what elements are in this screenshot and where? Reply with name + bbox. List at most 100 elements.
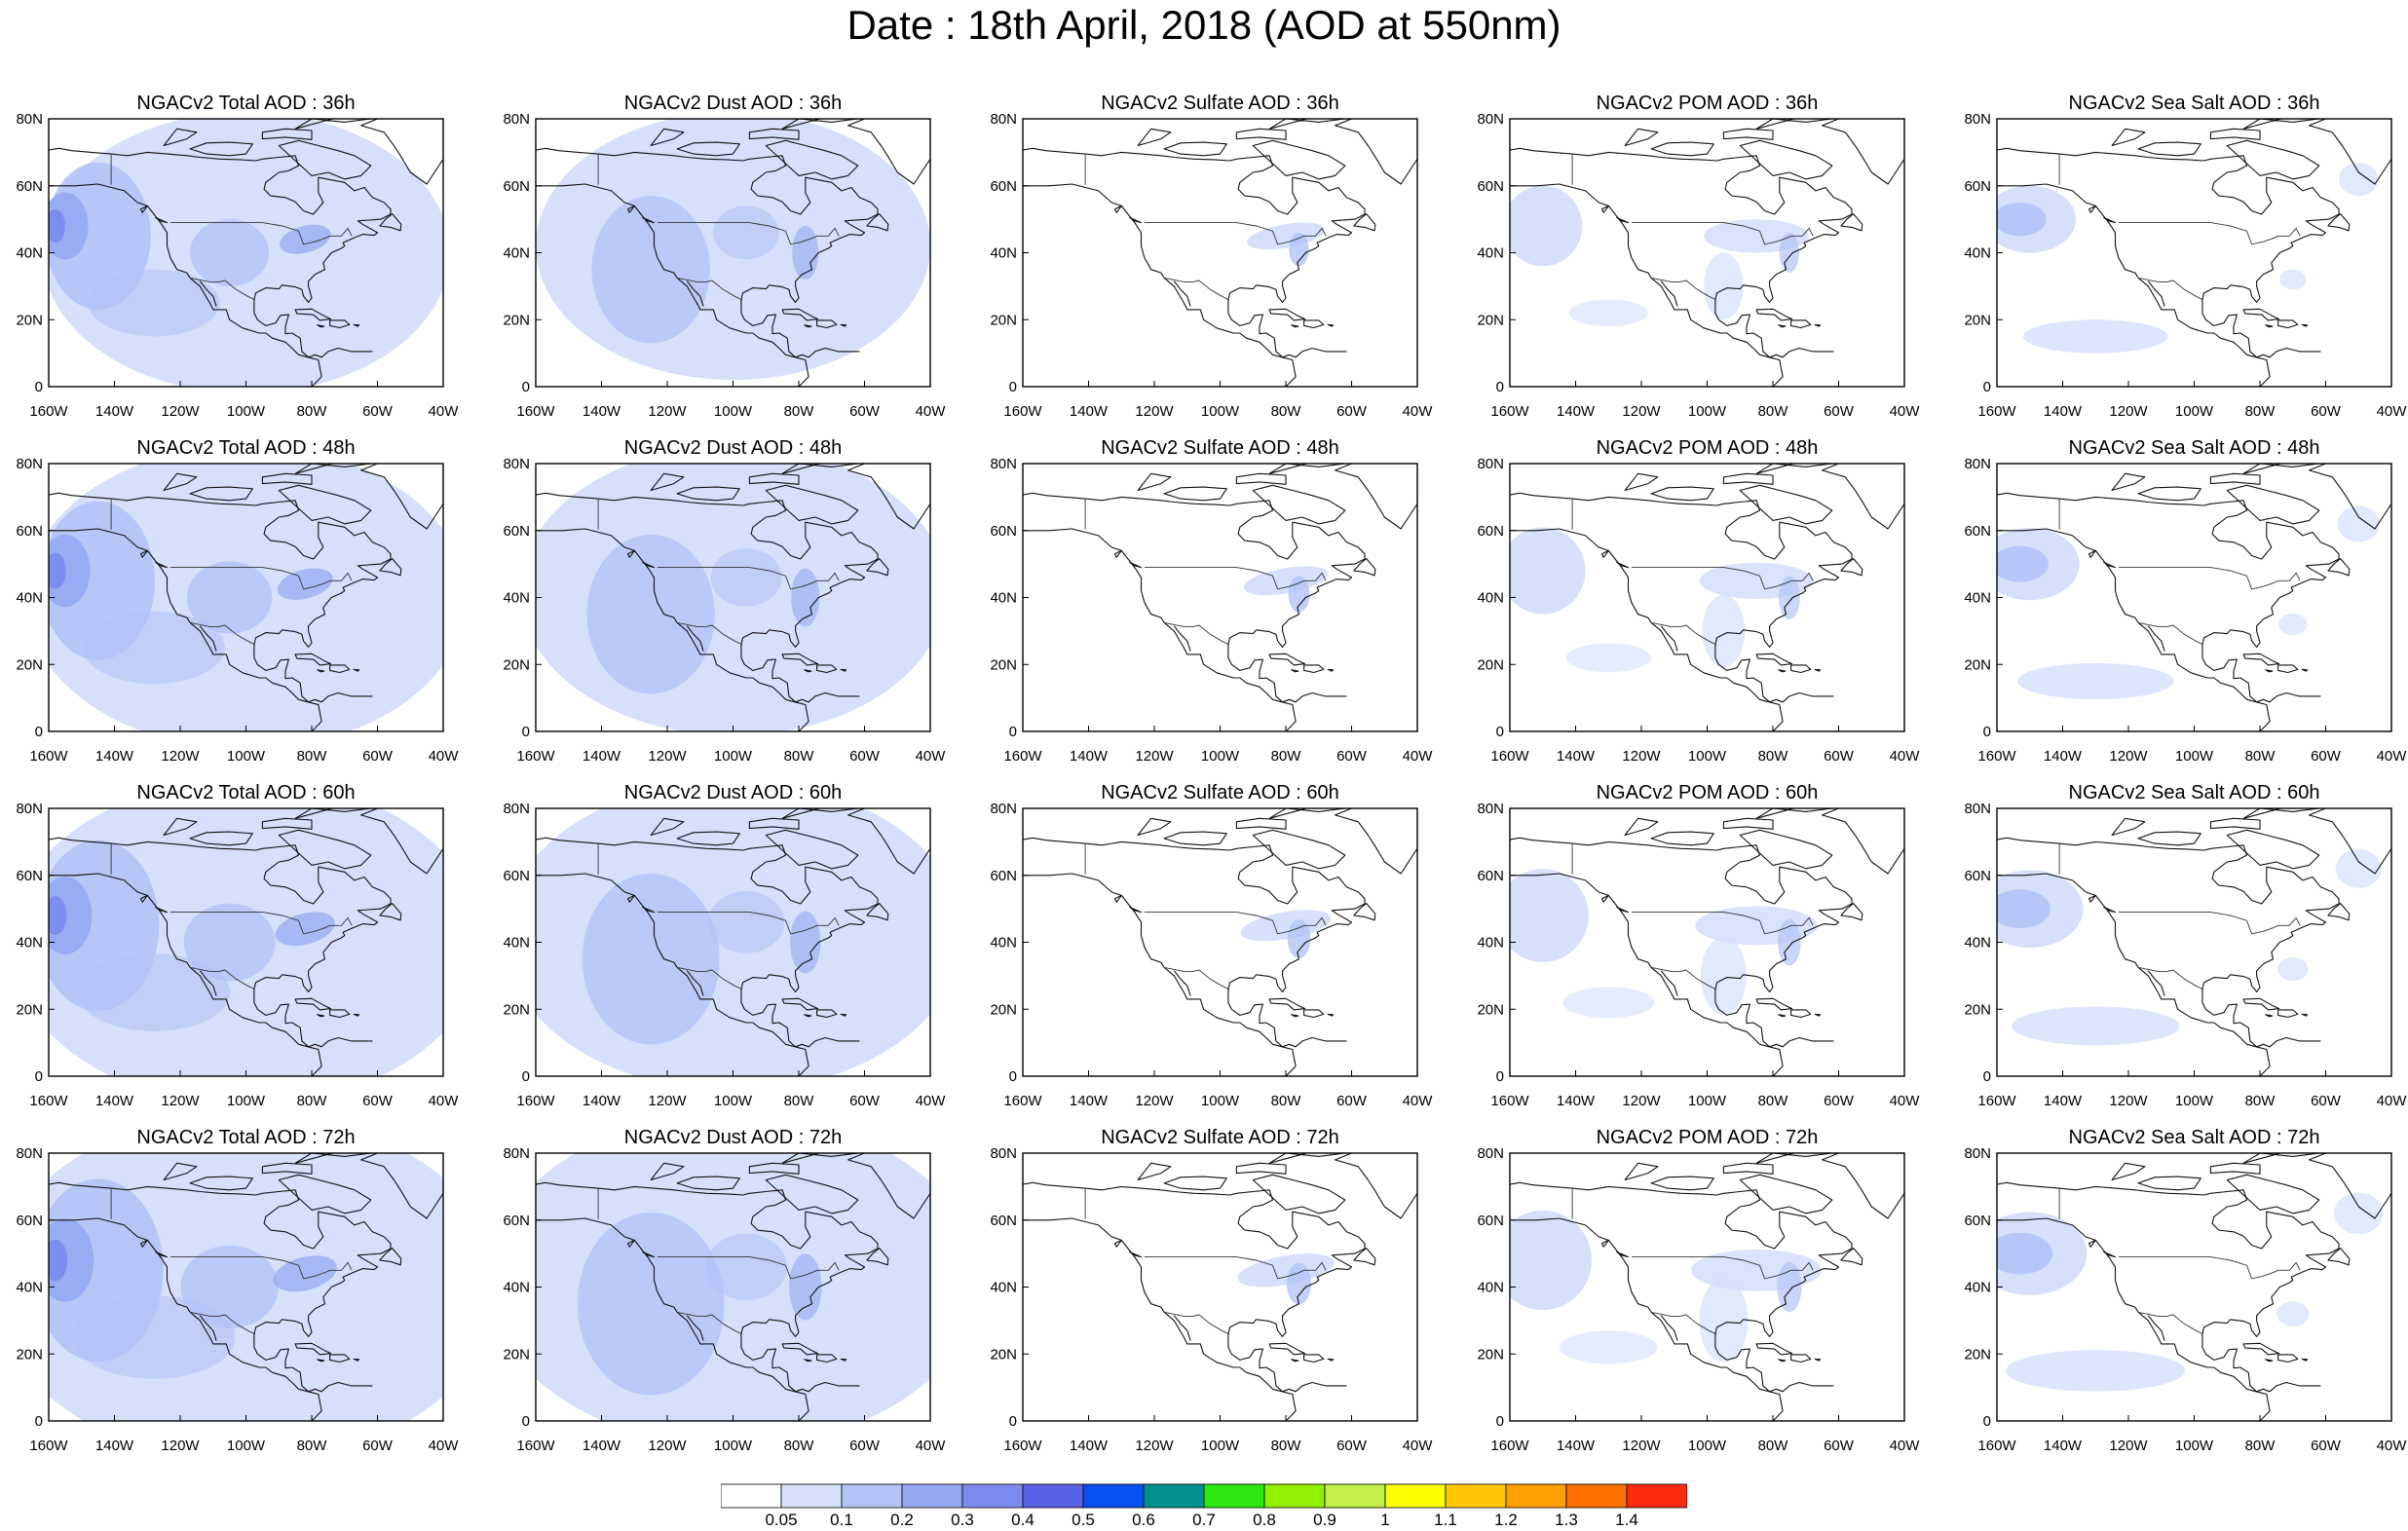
lat-tick-label: 0 — [1983, 724, 1991, 740]
lon-tick-label: 140W — [583, 1438, 621, 1454]
country-border — [189, 277, 256, 301]
colorbar-label: 0.1 — [830, 1511, 853, 1527]
lon-tick-label: 140W — [2044, 403, 2083, 420]
lon-tick-label: 40W — [1890, 403, 1921, 420]
lon-tick-label: 140W — [95, 1438, 134, 1454]
lat-tick-label: 40N — [503, 590, 530, 607]
country-border — [1631, 1256, 1814, 1280]
lon-tick-label: 140W — [2044, 748, 2083, 765]
lon-tick-label: 100W — [2175, 403, 2214, 420]
lat-tick-label: 20N — [503, 1001, 530, 1018]
lat-tick-label: 20N — [990, 656, 1017, 673]
lat-tick-label: 60N — [1964, 523, 1991, 540]
lon-tick-label: 160W — [1003, 748, 1042, 765]
country-border — [676, 277, 743, 301]
panel-title: NGACv2 Total AOD : 72h — [136, 1127, 355, 1148]
lon-tick-label: 120W — [2109, 403, 2148, 420]
lon-tick-label: 80W — [2245, 748, 2276, 765]
lat-tick-label: 80N — [1477, 801, 1504, 817]
lon-tick-label: 140W — [95, 1093, 134, 1109]
lon-tick-label: 120W — [648, 748, 687, 765]
lon-tick-label: 40W — [429, 403, 460, 420]
lat-tick-label: 80N — [990, 801, 1017, 817]
lon-tick-label: 160W — [1977, 1438, 2016, 1454]
coastline — [1510, 464, 1904, 731]
colorbar-swatch — [1082, 1483, 1145, 1509]
lon-tick-label: 120W — [161, 403, 200, 420]
lon-tick-label: 80W — [1271, 748, 1302, 765]
lon-tick-label: 80W — [297, 1093, 328, 1109]
lon-tick-label: 100W — [714, 403, 753, 420]
country-border — [657, 1256, 840, 1280]
lon-tick-label: 100W — [1688, 748, 1727, 765]
lat-tick-label: 40N — [1477, 590, 1504, 607]
lat-tick-label: 20N — [16, 1346, 43, 1363]
lon-tick-label: 120W — [2109, 748, 2148, 765]
lat-tick-label: 60N — [16, 178, 43, 195]
lat-tick-label: 40N — [16, 590, 43, 607]
colorbar-swatch — [780, 1483, 843, 1509]
lon-tick-label: 100W — [2175, 1438, 2214, 1454]
map-panel: NGACv2 Dust AOD : 60h 0 20N 40N 60N 80N 160W 14… — [503, 782, 946, 1109]
country-border — [657, 912, 840, 935]
lon-tick-label: 120W — [1622, 403, 1661, 420]
lon-tick-label: 160W — [29, 1093, 68, 1109]
colorbar-label: 1.2 — [1494, 1511, 1518, 1527]
lon-tick-label: 140W — [1557, 403, 1596, 420]
lon-tick-label: 40W — [1890, 1438, 1921, 1454]
coastline — [1510, 119, 1904, 387]
lon-tick-label: 80W — [784, 748, 815, 765]
lon-tick-label: 60W — [362, 1093, 394, 1109]
lon-tick-label: 160W — [1977, 748, 2016, 765]
panel-title: NGACv2 POM AOD : 60h — [1597, 782, 1819, 803]
panel-title: NGACv2 Sulfate AOD : 48h — [1101, 437, 1339, 459]
colorbar-swatch — [841, 1483, 903, 1509]
lon-tick-label: 60W — [1824, 403, 1855, 420]
lon-tick-label: 100W — [227, 403, 266, 420]
lat-tick-label: 40N — [16, 245, 43, 262]
lat-tick-label: 60N — [1477, 1213, 1504, 1229]
lat-tick-label: 80N — [16, 1145, 43, 1162]
country-border — [1650, 1311, 1717, 1335]
lat-tick-label: 0 — [1496, 379, 1504, 395]
colorbar-swatch — [1505, 1483, 1567, 1509]
country-border — [1650, 277, 1717, 301]
colorbar: 0.05 0.1 0.2 0.3 0.4 0.5 0.6 0.7 0.8 0.9 1 1.1 1.2 1.… — [721, 1483, 1687, 1527]
panel-title: NGACv2 Dust AOD : 48h — [624, 437, 842, 459]
lat-tick-label: 0 — [35, 724, 43, 740]
lon-tick-label: 100W — [1688, 403, 1727, 420]
lat-tick-label: 0 — [1496, 1413, 1504, 1430]
lon-tick-label: 80W — [1758, 748, 1789, 765]
lon-tick-label: 40W — [429, 1093, 460, 1109]
lon-tick-label: 60W — [2311, 403, 2342, 420]
lon-tick-label: 120W — [1135, 748, 1174, 765]
map-panel: NGACv2 Dust AOD : 36h 0 20N 40N 60N 80N 160W 14… — [503, 93, 946, 420]
lat-tick-label: 20N — [1964, 312, 1991, 328]
colorbar-swatch — [1143, 1483, 1205, 1509]
lat-tick-label: 40N — [990, 590, 1017, 607]
coastline — [536, 464, 930, 731]
lat-tick-label: 0 — [35, 1413, 43, 1430]
map-panel: NGACv2 Dust AOD : 48h 0 20N 40N 60N 80N 160W 14… — [503, 437, 946, 765]
lon-tick-label: 120W — [648, 403, 687, 420]
main-title: Date : 18th April, 2018 (AOD at 550nm) — [847, 2, 1561, 48]
lon-tick-label: 60W — [2311, 1093, 2342, 1109]
colorbar-label: 1.4 — [1615, 1511, 1638, 1527]
lat-tick-label: 60N — [1964, 868, 1991, 884]
aod-field — [1997, 1153, 2391, 1421]
lat-tick-label: 80N — [503, 801, 530, 817]
map-panel: NGACv2 POM AOD : 48h 0 20N 40N 60N 80N 160W 140… — [1477, 437, 1920, 765]
lon-tick-label: 140W — [1557, 1093, 1596, 1109]
lat-tick-label: 40N — [1964, 935, 1991, 952]
coastline — [1997, 464, 2391, 731]
lon-tick-label: 160W — [516, 1438, 555, 1454]
panel-title: NGACv2 Dust AOD : 60h — [624, 782, 842, 803]
lon-tick-label: 80W — [297, 1438, 328, 1454]
country-border — [2137, 966, 2204, 990]
lat-tick-label: 40N — [16, 935, 43, 952]
lon-tick-label: 40W — [1403, 1093, 1434, 1109]
aod-field — [49, 464, 443, 731]
lat-tick-label: 40N — [1964, 1280, 1991, 1296]
aod-field — [49, 119, 443, 387]
lon-tick-label: 120W — [2109, 1438, 2148, 1454]
